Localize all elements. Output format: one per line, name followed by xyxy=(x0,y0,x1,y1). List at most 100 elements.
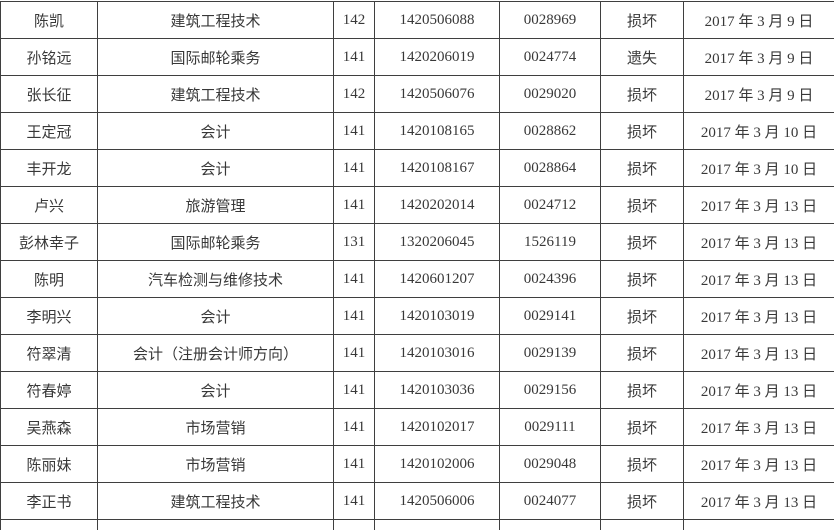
cell-name: 符春婷 xyxy=(0,371,98,409)
cell-status: 损坏 xyxy=(600,260,684,298)
cell-student-id: 1420103016 xyxy=(374,334,500,372)
cell-status: 损坏 xyxy=(600,112,684,150)
cell-status: 损坏 xyxy=(600,371,684,409)
table-row: 彭林幸子 国际邮轮乘务 131 1320206045 1526119 损坏 2017 年 3… xyxy=(0,223,834,261)
cell-name: 吴燕森 xyxy=(0,408,98,446)
cell-major: 建筑工程技术 xyxy=(97,482,334,520)
cell-class-no: 141 xyxy=(333,445,375,483)
cell-status: 损坏 xyxy=(600,1,684,39)
cell-major: 会计（注册会计师方向） xyxy=(97,334,334,372)
cell-name: 李明兴 xyxy=(0,297,98,335)
table-row: 卢兴 旅游管理 141 1420202014 0024712 损坏 2017 年 3 月 1… xyxy=(0,186,834,224)
cell-date: 2017 年 3 月 10 日 xyxy=(683,112,834,150)
cell-cert-no: 0024774 xyxy=(499,38,601,76)
cell-date: 2017 年 3 月 13 日 xyxy=(683,482,834,520)
cell-class-no-empty xyxy=(333,519,375,530)
cell-student-id: 1420102006 xyxy=(374,445,500,483)
cell-major: 市场营销 xyxy=(97,445,334,483)
cell-cert-no: 0028862 xyxy=(499,112,601,150)
cell-cert-no-empty xyxy=(499,519,601,530)
cell-name: 符翠清 xyxy=(0,334,98,372)
cell-name: 张长征 xyxy=(0,75,98,113)
cell-status: 遗失 xyxy=(600,38,684,76)
cell-cert-no: 1526119 xyxy=(499,223,601,261)
cell-major: 会计 xyxy=(97,297,334,335)
cell-student-id: 1420206019 xyxy=(374,38,500,76)
cell-class-no: 142 xyxy=(333,75,375,113)
cell-class-no: 141 xyxy=(333,38,375,76)
cell-date: 2017 年 3 月 9 日 xyxy=(683,1,834,39)
table-row: 符春婷 会计 141 1420103036 0029156 损坏 2017 年 3 月 13… xyxy=(0,371,834,409)
cell-major: 国际邮轮乘务 xyxy=(97,223,334,261)
cell-cert-no: 0024396 xyxy=(499,260,601,298)
cell-date: 2017 年 3 月 13 日 xyxy=(683,445,834,483)
cell-cert-no: 0029156 xyxy=(499,371,601,409)
cell-major: 旅游管理 xyxy=(97,186,334,224)
cell-student-id: 1420103036 xyxy=(374,371,500,409)
cell-student-id: 1420506006 xyxy=(374,482,500,520)
table-row: 陈丽妹 市场营销 141 1420102006 0029048 损坏 2017 年 3 月 … xyxy=(0,445,834,483)
table-row-partial xyxy=(0,519,834,530)
cell-name: 陈凯 xyxy=(0,1,98,39)
cell-date: 2017 年 3 月 10 日 xyxy=(683,149,834,187)
cell-class-no: 142 xyxy=(333,1,375,39)
table-row: 张长征 建筑工程技术 142 1420506076 0029020 损坏 2017 年 3 … xyxy=(0,75,834,113)
cell-student-id: 1420108165 xyxy=(374,112,500,150)
cell-student-id: 1420108167 xyxy=(374,149,500,187)
cell-cert-no: 0029020 xyxy=(499,75,601,113)
cell-student-id: 1420601207 xyxy=(374,260,500,298)
cell-major: 建筑工程技术 xyxy=(97,75,334,113)
cell-name: 李正书 xyxy=(0,482,98,520)
cell-name-empty xyxy=(0,519,98,530)
cell-status: 损坏 xyxy=(600,297,684,335)
cell-status: 损坏 xyxy=(600,186,684,224)
cell-major: 会计 xyxy=(97,112,334,150)
cell-status: 损坏 xyxy=(600,75,684,113)
cell-student-id: 1420202014 xyxy=(374,186,500,224)
cell-major-empty xyxy=(97,519,334,530)
table-row: 符翠清 会计（注册会计师方向） 141 1420103016 0029139 损坏 2017… xyxy=(0,334,834,372)
cell-major: 汽车检测与维修技术 xyxy=(97,260,334,298)
table-row: 李明兴 会计 141 1420103019 0029141 损坏 2017 年 3 月 13… xyxy=(0,297,834,335)
cell-student-id: 1320206045 xyxy=(374,223,500,261)
cell-class-no: 141 xyxy=(333,186,375,224)
cell-date: 2017 年 3 月 13 日 xyxy=(683,260,834,298)
cell-class-no: 141 xyxy=(333,112,375,150)
table-row: 王定冠 会计 141 1420108165 0028862 损坏 2017 年 3 月 10… xyxy=(0,112,834,150)
cell-major: 会计 xyxy=(97,149,334,187)
cell-student-id-empty xyxy=(374,519,500,530)
cell-cert-no: 0029111 xyxy=(499,408,601,446)
cell-student-id: 1420102017 xyxy=(374,408,500,446)
cell-date: 2017 年 3 月 9 日 xyxy=(683,75,834,113)
cell-major: 国际邮轮乘务 xyxy=(97,38,334,76)
cell-class-no: 141 xyxy=(333,408,375,446)
cell-date: 2017 年 3 月 13 日 xyxy=(683,371,834,409)
cell-major: 市场营销 xyxy=(97,408,334,446)
cell-name: 王定冠 xyxy=(0,112,98,150)
cell-date: 2017 年 3 月 13 日 xyxy=(683,334,834,372)
cell-name: 陈明 xyxy=(0,260,98,298)
cell-student-id: 1420506076 xyxy=(374,75,500,113)
cell-class-no: 141 xyxy=(333,371,375,409)
table-row: 吴燕森 市场营销 141 1420102017 0029111 损坏 2017 年 3 月 … xyxy=(0,408,834,446)
table-row: 陈凯 建筑工程技术 142 1420506088 0028969 损坏 2017 年 3 月… xyxy=(0,1,834,39)
cell-status: 损坏 xyxy=(600,149,684,187)
cell-student-id: 1420103019 xyxy=(374,297,500,335)
cell-status: 损坏 xyxy=(600,334,684,372)
cell-date: 2017 年 3 月 13 日 xyxy=(683,223,834,261)
cell-major: 建筑工程技术 xyxy=(97,1,334,39)
table-row: 丰开龙 会计 141 1420108167 0028864 损坏 2017 年 3 月 10… xyxy=(0,149,834,187)
cell-student-id: 1420506088 xyxy=(374,1,500,39)
cell-cert-no: 0024077 xyxy=(499,482,601,520)
cell-name: 卢兴 xyxy=(0,186,98,224)
table-row: 李正书 建筑工程技术 141 1420506006 0024077 损坏 2017 年 3 … xyxy=(0,482,834,520)
cell-cert-no: 0029048 xyxy=(499,445,601,483)
table-row: 陈明 汽车检测与维修技术 141 1420601207 0024396 损坏 2017 年 … xyxy=(0,260,834,298)
cell-cert-no: 0029141 xyxy=(499,297,601,335)
cell-class-no: 141 xyxy=(333,297,375,335)
cell-date: 2017 年 3 月 13 日 xyxy=(683,408,834,446)
cell-date: 2017 年 3 月 13 日 xyxy=(683,297,834,335)
cell-class-no: 131 xyxy=(333,223,375,261)
